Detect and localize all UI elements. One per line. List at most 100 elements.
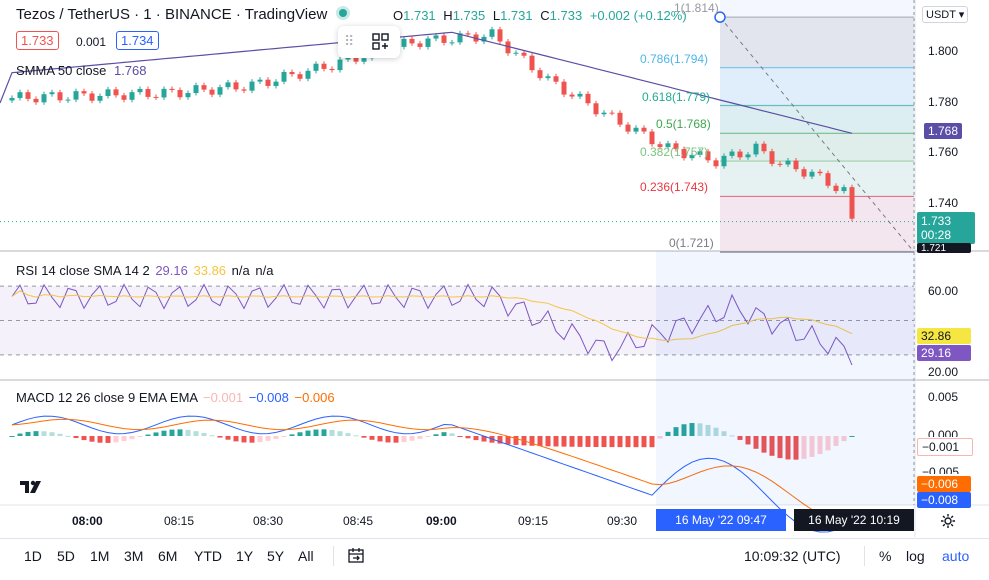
candle-body bbox=[169, 88, 175, 90]
rsi-legend[interactable]: RSI 14 close SMA 14 2 29.16 33.86 n/a n/… bbox=[16, 263, 274, 278]
buy-price-button[interactable]: 1.734 bbox=[116, 31, 159, 50]
candle-body bbox=[81, 91, 87, 94]
range-6m-button[interactable]: 6M bbox=[158, 548, 178, 564]
candle-body bbox=[105, 89, 111, 97]
candle-body bbox=[17, 92, 23, 98]
macd-histogram-bar bbox=[121, 436, 127, 442]
calendar-range-icon[interactable] bbox=[347, 547, 365, 565]
macd-histogram-bar bbox=[273, 436, 279, 439]
macd-histogram-bar bbox=[473, 436, 479, 441]
fib-level-label: 0.618(1.779) bbox=[642, 89, 711, 104]
macd-histogram-bar bbox=[561, 436, 567, 447]
candle-body bbox=[161, 88, 167, 98]
currency-select[interactable]: USDT ▾ bbox=[922, 6, 969, 23]
macd-histogram-bar bbox=[281, 436, 287, 437]
candle-body bbox=[289, 71, 295, 75]
add-panel-icon[interactable] bbox=[371, 32, 391, 52]
candle-body bbox=[209, 89, 215, 95]
candle-body bbox=[713, 160, 719, 167]
macd-histogram-bar bbox=[625, 436, 631, 448]
candle-body bbox=[817, 171, 823, 174]
drag-handle-icon[interactable]: ⠿ bbox=[344, 33, 355, 49]
macd-histogram-bar bbox=[409, 436, 415, 441]
fib-zone bbox=[720, 67, 914, 106]
macd-histogram-bar bbox=[33, 431, 39, 436]
range-3m-button[interactable]: 3M bbox=[124, 548, 144, 564]
candle-body bbox=[753, 143, 759, 155]
auto-toggle[interactable]: auto bbox=[942, 548, 970, 564]
candle-body bbox=[513, 52, 519, 54]
range-5d-button[interactable]: 5D bbox=[57, 548, 75, 564]
macd-histogram-bar bbox=[177, 429, 183, 436]
gear-icon[interactable] bbox=[940, 513, 956, 529]
range-1m-button[interactable]: 1M bbox=[90, 548, 110, 564]
candle-body bbox=[497, 29, 503, 42]
candle-body bbox=[569, 94, 575, 97]
macd-histogram-bar bbox=[353, 435, 359, 437]
fib-level-label: 0.382(1.757) bbox=[640, 145, 709, 160]
candle-body bbox=[49, 92, 55, 95]
candle-body bbox=[305, 70, 311, 79]
candle-body bbox=[465, 33, 471, 35]
range-5y-button[interactable]: 5Y bbox=[267, 548, 285, 564]
percent-toggle[interactable]: % bbox=[879, 548, 892, 564]
macd-signal-line bbox=[11, 418, 852, 522]
smma-value: 1.768 bbox=[113, 63, 147, 78]
spread-value: 0.001 bbox=[76, 35, 107, 49]
ohlc-values: O1.731 H1.735 L1.731 C1.733 +0.002 (+0.1… bbox=[393, 8, 687, 23]
sell-price-button[interactable]: 1.733 bbox=[16, 31, 59, 50]
clock-display[interactable]: 10:09:32 (UTC) bbox=[744, 548, 841, 564]
macd-histogram-bar bbox=[657, 436, 663, 439]
tradingview-logo-icon[interactable] bbox=[18, 478, 46, 496]
fib-level-label: 0.236(1.743) bbox=[640, 180, 709, 195]
macd-histogram-bar bbox=[601, 436, 607, 448]
symbol-interval: 1 bbox=[143, 6, 152, 23]
divider bbox=[333, 546, 334, 566]
macd-histogram-bar bbox=[145, 434, 151, 436]
macd-histogram-bar bbox=[481, 436, 487, 442]
price-tick: 1.740 bbox=[928, 196, 959, 210]
macd-histogram-bar bbox=[673, 427, 679, 436]
floating-toolbar[interactable]: ⠿ bbox=[338, 26, 400, 58]
candle-body bbox=[617, 112, 623, 125]
range-1d-button[interactable]: 1D bbox=[24, 548, 42, 564]
market-status-icon bbox=[339, 9, 348, 17]
candle-body bbox=[153, 96, 159, 98]
macd-histogram-bar bbox=[57, 433, 63, 436]
candle-body bbox=[433, 35, 439, 39]
candle-body bbox=[129, 92, 135, 100]
macd-histogram-bar bbox=[849, 435, 855, 437]
candle-body bbox=[705, 151, 711, 161]
candle-body bbox=[193, 85, 199, 94]
macd-histogram-bar bbox=[25, 431, 31, 436]
macd-histogram-bar bbox=[249, 436, 255, 443]
macd-histogram-bar bbox=[585, 436, 591, 447]
smma-price-tag: 1.768 bbox=[924, 123, 963, 139]
macd-histogram-bar bbox=[377, 436, 383, 442]
candle-body bbox=[329, 68, 335, 71]
macd-histogram-bar bbox=[713, 427, 719, 436]
candle-body bbox=[681, 149, 687, 159]
macd-histogram-bar bbox=[537, 436, 543, 447]
range-1y-button[interactable]: 1Y bbox=[236, 548, 254, 564]
time-label: 08:30 bbox=[253, 514, 284, 528]
macd-histogram-bar bbox=[777, 436, 783, 459]
range-all-button[interactable]: All bbox=[298, 548, 314, 564]
range-ytd-button[interactable]: YTD bbox=[194, 548, 222, 564]
symbol-legend[interactable]: Tezos / TetherUS · 1 · BINANCE · Trading… bbox=[16, 6, 355, 23]
candle-body bbox=[33, 98, 39, 103]
macd-hist-tag: −0.001 bbox=[917, 438, 973, 456]
macd-histogram-bar bbox=[313, 429, 319, 436]
macd-histogram-bar bbox=[17, 433, 23, 436]
rsi-sma-tag: 32.86 bbox=[917, 328, 971, 344]
symbol-exchange: BINANCE bbox=[164, 6, 232, 23]
smma-legend[interactable]: SMMA 50 close 1.768 bbox=[16, 63, 147, 78]
macd-legend[interactable]: MACD 12 26 close 9 EMA EMA −0.001 −0.008… bbox=[16, 390, 335, 405]
candle-body bbox=[337, 59, 343, 71]
macd-histogram-bar bbox=[337, 431, 343, 436]
macd-histogram-bar bbox=[761, 436, 767, 453]
log-toggle[interactable]: log bbox=[906, 548, 925, 564]
macd-histogram-bar bbox=[513, 436, 519, 445]
rsi-line bbox=[11, 283, 853, 366]
